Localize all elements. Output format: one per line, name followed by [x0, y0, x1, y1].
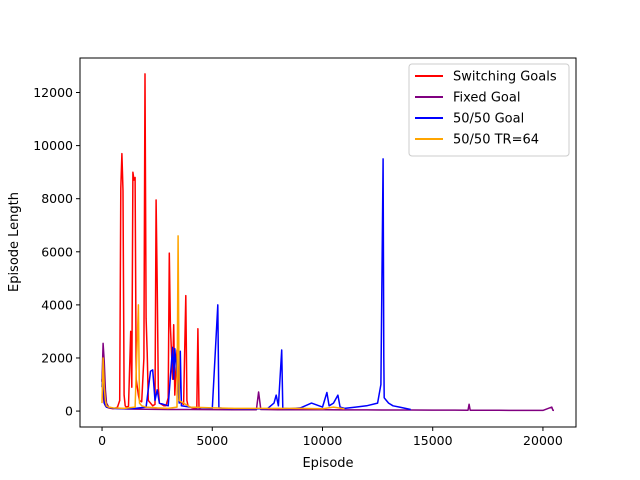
y-tick-label: 2000 [41, 350, 73, 365]
legend-label: Fixed Goal [453, 91, 520, 106]
legend-label: 50/50 Goal [453, 112, 524, 127]
y-axis: 0 2000 4000 6000 8000 10000 12000 [33, 85, 80, 419]
y-tick-label: 10000 [33, 138, 73, 153]
series-line-1 [101, 73, 202, 410]
series-line-4 [101, 235, 345, 410]
y-axis-title: Episode Length [7, 192, 22, 292]
y-tick-label: 6000 [41, 244, 73, 259]
x-tick-label: 15000 [413, 433, 453, 448]
legend-box [408, 63, 570, 157]
x-tick-label: 20000 [523, 433, 563, 448]
x-axis: 0 5000 10000 15000 20000 [98, 427, 563, 448]
x-tick-label: 5000 [196, 433, 228, 448]
y-tick-label: 12000 [33, 85, 73, 100]
x-tick-label: 10000 [303, 433, 343, 448]
x-axis-title: Episode [302, 456, 353, 471]
legend-label: 50/50 TR=64 [453, 133, 539, 148]
y-tick-label: 8000 [41, 191, 73, 206]
legend-label: Switching Goals [453, 70, 557, 85]
plot-frame [79, 57, 577, 428]
y-tick-label: 0 [65, 404, 73, 419]
y-tick-label: 4000 [41, 297, 73, 312]
series-layer [101, 73, 555, 412]
x-tick-label: 0 [98, 433, 106, 448]
legend: Switching Goals Fixed Goal 50/50 Goal 50/50… [408, 63, 570, 157]
